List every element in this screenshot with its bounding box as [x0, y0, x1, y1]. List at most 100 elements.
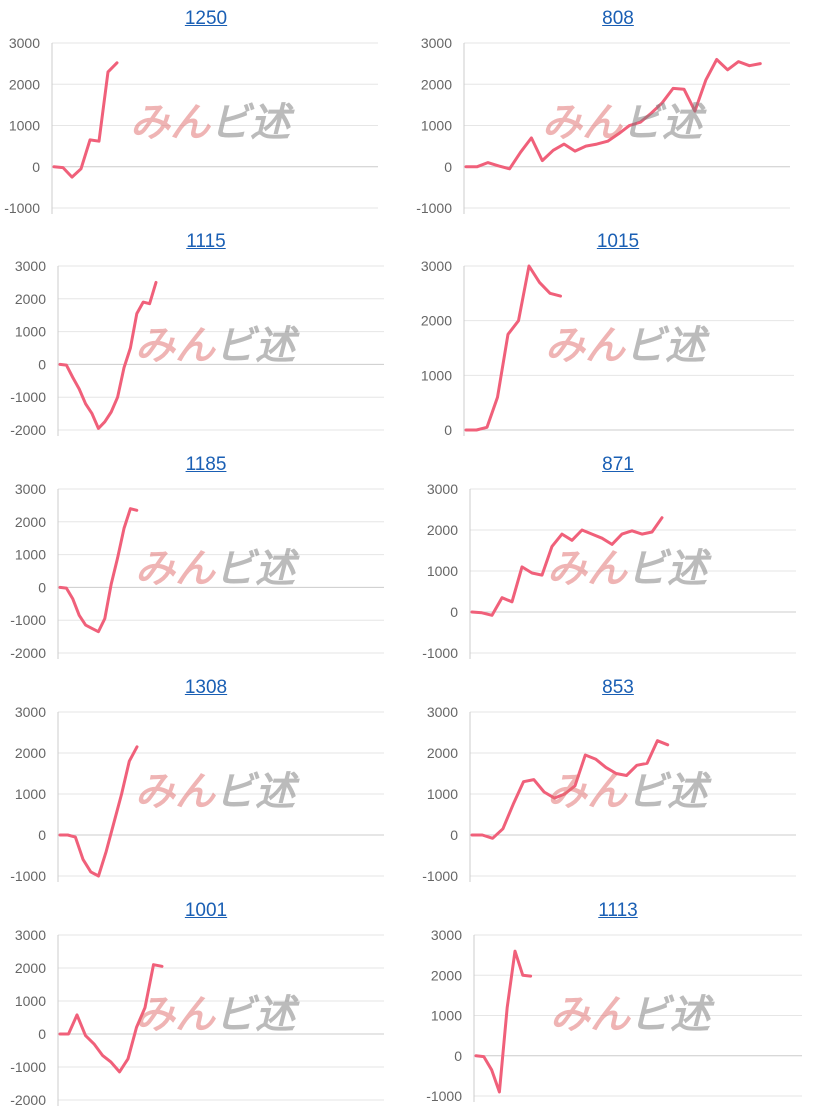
y-tick-label: 1000 [15, 547, 46, 563]
chart-panel: 1015 3000 2000 1000 0 みんビ述 [412, 223, 824, 446]
chart-panel: 1115 3000 2000 1000 0 -1000 -2000 みんビ述 [0, 223, 412, 446]
watermark-logo: みんビ述 [135, 759, 295, 817]
watermark-logo: みんビ述 [135, 313, 295, 371]
y-tick-label: 2000 [15, 291, 46, 307]
y-tick-label: 1000 [427, 563, 458, 579]
watermark-part2: ビ述 [215, 324, 295, 368]
y-tick-label: 3000 [15, 927, 46, 943]
series-line [58, 963, 164, 1074]
chart-title-link[interactable]: 1115 [186, 231, 226, 252]
y-tick-label: 0 [38, 356, 46, 372]
chart-panel: 1308 3000 2000 1000 0 -1000 みんビ述 [0, 669, 412, 892]
chart-panel: 1185 3000 2000 1000 0 -1000 -2000 みんビ述 [0, 446, 412, 669]
chart-panel: 1113 3000 2000 1000 0 -1000 みんビ述 [412, 892, 824, 1115]
y-tick-label: 0 [450, 827, 458, 843]
y-tick-label: 1000 [9, 118, 40, 134]
watermark-part1: みん [135, 324, 215, 368]
y-tick-label: 1000 [15, 993, 46, 1009]
y-tick-label: 3000 [15, 481, 46, 497]
y-tick-label: 0 [450, 604, 458, 620]
chart-title-link[interactable]: 1185 [185, 454, 227, 475]
y-tick-label: -1000 [10, 1059, 46, 1075]
series-line [58, 507, 139, 634]
watermark-part1: みん [550, 993, 630, 1037]
y-tick-label: -2000 [10, 422, 46, 438]
watermark-part1: みん [547, 547, 627, 591]
chart-panel: 1250 3000 2000 1000 0 -1000 みんビ述 [0, 0, 412, 223]
chart-title-link[interactable]: 1113 [598, 900, 638, 921]
chart-title-link[interactable]: 1001 [184, 900, 228, 921]
y-tick-label: -2000 [10, 645, 46, 661]
watermark-part1: みん [547, 770, 627, 814]
watermark-part2: ビ述 [625, 324, 705, 368]
y-tick-label: 3000 [421, 258, 452, 274]
series-line [58, 745, 139, 878]
y-tick-label: 0 [454, 1048, 462, 1064]
y-tick-label: -1000 [426, 1088, 462, 1104]
y-tick-label: -1000 [10, 612, 46, 628]
y-tick-label: 0 [32, 159, 40, 175]
chart-title-link[interactable]: 853 [602, 677, 634, 698]
y-tick-label: 2000 [431, 967, 462, 983]
watermark-part1: みん [135, 547, 215, 591]
y-tick-label: -1000 [10, 389, 46, 405]
watermark-logo: みんビ述 [550, 982, 710, 1040]
watermark-part2: ビ述 [630, 993, 710, 1037]
line-chart: 3000 2000 1000 0 -1000 -2000 [10, 481, 384, 661]
watermark-part1: みん [135, 993, 215, 1037]
watermark-part2: ビ述 [210, 101, 290, 145]
line-chart: 3000 2000 1000 0 -1000 -2000 [10, 927, 384, 1108]
y-tick-label: 3000 [421, 35, 452, 51]
line-chart: 3000 2000 1000 0 -1000 [422, 704, 796, 884]
y-tick-label: 1000 [431, 1008, 462, 1024]
watermark-part1: みん [130, 101, 210, 145]
watermark-part2: ビ述 [627, 547, 707, 591]
y-tick-label: 2000 [427, 522, 458, 538]
watermark-part2: ビ述 [215, 547, 295, 591]
watermark-part2: ビ述 [627, 770, 707, 814]
series-line [470, 739, 670, 840]
watermark-part1: みん [135, 770, 215, 814]
y-tick-label: 3000 [15, 258, 46, 274]
chart-panel: 853 3000 2000 1000 0 -1000 みんビ述 [412, 669, 824, 892]
y-tick-label: 0 [444, 422, 452, 438]
y-tick-label: 2000 [15, 960, 46, 976]
y-tick-label: 2000 [9, 76, 40, 92]
y-tick-label: -1000 [4, 200, 40, 216]
line-chart: 3000 2000 1000 0 -1000 -2000 [10, 258, 384, 438]
y-tick-label: 3000 [427, 481, 458, 497]
y-tick-label: 2000 [15, 745, 46, 761]
watermark-logo: みんビ述 [542, 90, 702, 148]
y-tick-label: -1000 [422, 868, 458, 884]
watermark-logo: みんビ述 [545, 313, 705, 371]
watermark-logo: みんビ述 [547, 759, 707, 817]
y-tick-label: 0 [38, 1026, 46, 1042]
y-tick-label: -1000 [10, 868, 46, 884]
y-tick-label: 0 [38, 579, 46, 595]
chart-title-link[interactable]: 808 [602, 8, 634, 29]
chart-title-link[interactable]: 1015 [596, 231, 640, 252]
watermark-part1: みん [545, 324, 625, 368]
y-tick-label: 3000 [431, 927, 462, 943]
line-chart: 3000 2000 1000 0 -1000 [422, 481, 796, 661]
chart-panel: 808 3000 2000 1000 0 -1000 みんビ述 [412, 0, 824, 223]
watermark-part2: ビ述 [622, 101, 702, 145]
y-tick-label: 2000 [421, 313, 452, 329]
y-tick-label: 3000 [15, 704, 46, 720]
y-tick-label: 1000 [421, 367, 452, 383]
line-chart: 3000 2000 1000 0 -1000 [10, 704, 384, 884]
series-line [52, 61, 119, 179]
y-tick-label: 1000 [427, 786, 458, 802]
chart-title-link[interactable]: 1250 [184, 8, 228, 29]
y-tick-label: 2000 [427, 745, 458, 761]
series-line [464, 264, 562, 432]
chart-title-link[interactable]: 1308 [184, 677, 228, 698]
series-line [470, 516, 664, 617]
watermark-logo: みんビ述 [547, 536, 707, 594]
chart-title-link[interactable]: 871 [602, 454, 634, 475]
watermark-part2: ビ述 [215, 770, 295, 814]
line-chart: 3000 2000 1000 0 [421, 258, 794, 438]
line-chart: 3000 2000 1000 0 -1000 [426, 927, 802, 1104]
y-tick-label: -2000 [10, 1092, 46, 1108]
watermark-logo: みんビ述 [130, 90, 290, 148]
